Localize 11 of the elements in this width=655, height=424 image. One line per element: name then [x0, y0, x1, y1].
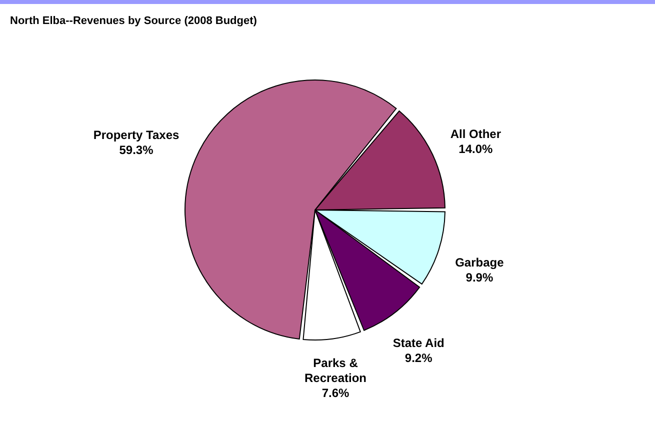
- data-label: 59.3%: [119, 142, 154, 157]
- data-label: 7.6%: [322, 386, 350, 400]
- data-label: 14.0%: [458, 142, 494, 156]
- data-label: 9.9%: [466, 270, 494, 285]
- chart-title: North Elba--Revenues by Source (2008 Budget): [10, 15, 258, 27]
- slice-label: Garbage: [455, 256, 504, 270]
- slice-label: State Aid: [392, 336, 444, 350]
- slice-label: Parks & Recreation: [304, 356, 367, 386]
- slice-label: Property Taxes: [93, 128, 180, 142]
- data-label: 9.2%: [404, 351, 433, 366]
- slice-label: All Other: [450, 127, 502, 142]
